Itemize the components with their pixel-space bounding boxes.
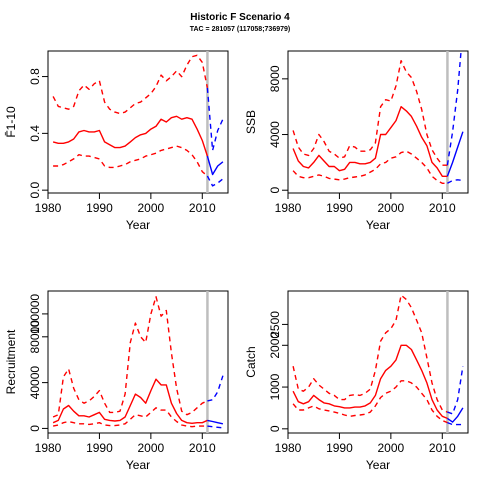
x-axis-label: Year xyxy=(366,218,390,232)
y-tick-label: 8000 xyxy=(268,65,282,92)
y-tick-label: 2500 xyxy=(268,311,282,338)
projection-lower-bound-line xyxy=(447,421,463,426)
figure-subtitle: TAC = 281057 (117058;736979) xyxy=(190,26,290,33)
historic-median-line xyxy=(52,115,209,157)
projection-median-line xyxy=(446,407,464,423)
x-tick-label: 2000 xyxy=(378,441,405,455)
x-tick-label: 1990 xyxy=(326,441,353,455)
historic-median-line xyxy=(292,344,448,420)
historic-lower-bound-line xyxy=(292,380,448,424)
plot-area xyxy=(292,291,464,433)
x-tick-label: 1980 xyxy=(35,441,62,455)
projection-upper-bound-line xyxy=(447,366,464,415)
historic-upper-bound-line xyxy=(52,296,208,418)
x-tick-label: 1990 xyxy=(86,441,113,455)
historic-upper-bound-line xyxy=(292,60,448,166)
y-tick-label: 0 xyxy=(28,425,42,432)
x-tick-label: 2010 xyxy=(189,441,216,455)
x-tick-label: 1980 xyxy=(275,201,302,215)
plot-frame xyxy=(287,50,469,194)
x-tick-label: 2010 xyxy=(189,201,216,215)
historic-upper-bound-line xyxy=(52,54,209,115)
y-tick-label: 0.0 xyxy=(28,181,42,198)
x-axis-label: Year xyxy=(126,218,150,232)
y-axis-label: Catch xyxy=(244,346,258,377)
historic-lower-bound-line xyxy=(53,145,208,177)
x-axis-label: Year xyxy=(366,458,390,472)
figure-title: Historic F Scenario 4 xyxy=(190,12,290,23)
y-axis-label: F̄1-10 xyxy=(4,106,18,138)
historic-lower-bound-line xyxy=(292,150,448,185)
y-axis-label: SSB xyxy=(244,110,258,134)
y-tick-label: 80000 xyxy=(28,320,42,354)
plot-area xyxy=(52,291,224,433)
x-tick-label: 1980 xyxy=(275,441,302,455)
x-tick-label: 1980 xyxy=(35,201,62,215)
plot-area xyxy=(292,51,464,193)
x-tick-label: 1990 xyxy=(326,201,353,215)
historic-upper-bound-line xyxy=(292,294,448,413)
x-tick-label: 2000 xyxy=(138,201,165,215)
y-tick-label: 2000 xyxy=(268,332,282,359)
projection-median-line xyxy=(206,155,224,176)
x-tick-label: 1990 xyxy=(86,201,113,215)
x-tick-label: 2000 xyxy=(378,201,405,215)
y-axis-label: Recruitment xyxy=(4,329,18,394)
projection-upper-bound-line xyxy=(446,51,462,166)
historic-lower-bound-line xyxy=(52,407,208,428)
projection-lower-bound-line xyxy=(206,175,224,187)
projection-lower-bound-line xyxy=(447,179,463,184)
projection-upper-bound-line xyxy=(206,87,224,152)
projection-upper-bound-line xyxy=(207,375,224,402)
x-tick-label: 2010 xyxy=(429,201,456,215)
y-tick-label: 1000 xyxy=(268,373,282,400)
panel-f: 1980 1990 2000 2010 0.0 0.4 0.8 Year F̄1-10 xyxy=(4,50,229,232)
x-tick-label: 2000 xyxy=(138,441,165,455)
plot-frame xyxy=(287,290,469,434)
y-tick-label: 40000 xyxy=(28,366,42,400)
y-tick-label: 0 xyxy=(268,425,282,432)
plot-frame xyxy=(47,50,229,194)
x-tick-label: 2010 xyxy=(429,441,456,455)
projection-median-line xyxy=(446,131,464,177)
x-axis-label: Year xyxy=(126,458,150,472)
plot-area xyxy=(52,51,224,193)
projection-median-line xyxy=(207,419,224,425)
plot-frame xyxy=(47,290,229,434)
panel-ssb: 1980 1990 2000 2010 0 4000 8000 Year SSB xyxy=(244,50,469,232)
historic-median-line xyxy=(52,378,208,424)
y-tick-label: 0 xyxy=(268,187,282,194)
y-tick-label: 0.4 xyxy=(28,125,42,142)
y-tick-label: 0.8 xyxy=(28,68,42,85)
historic-median-line xyxy=(292,105,448,178)
y-tick-label: 4000 xyxy=(268,121,282,148)
y-tick-label: 100000 xyxy=(28,294,42,334)
projection-lower-bound-line xyxy=(207,425,223,429)
